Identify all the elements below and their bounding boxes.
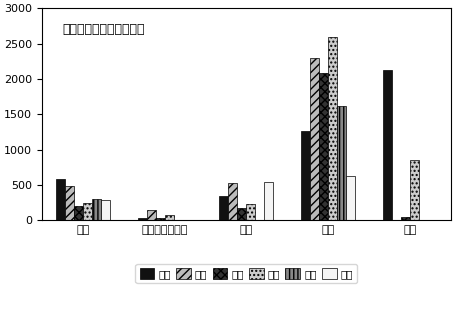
Bar bbox=[301, 131, 310, 220]
Bar bbox=[337, 106, 346, 220]
Bar bbox=[101, 200, 110, 220]
Bar bbox=[165, 215, 174, 220]
Legend: １級, ２級, ３級, ４級, ５級, ６級: １級, ２級, ３級, ４級, ５級, ６級 bbox=[136, 264, 357, 283]
Bar bbox=[65, 186, 74, 220]
Bar bbox=[228, 183, 238, 220]
Bar bbox=[346, 176, 355, 220]
Bar bbox=[56, 180, 65, 220]
Bar bbox=[328, 37, 337, 220]
Bar bbox=[401, 217, 410, 220]
Bar bbox=[310, 58, 319, 220]
Text: 等級別　手帳所持者構成: 等級別 手帳所持者構成 bbox=[62, 23, 145, 36]
Bar bbox=[92, 199, 101, 220]
Bar bbox=[238, 208, 247, 220]
Bar bbox=[410, 160, 419, 220]
Bar bbox=[83, 203, 92, 220]
Bar bbox=[247, 204, 255, 220]
Bar bbox=[147, 210, 156, 220]
Bar bbox=[74, 206, 83, 220]
Bar bbox=[156, 218, 165, 220]
Bar bbox=[219, 196, 228, 220]
Bar bbox=[383, 70, 392, 220]
Bar bbox=[264, 182, 273, 220]
Bar bbox=[138, 218, 147, 220]
Bar bbox=[319, 73, 328, 220]
